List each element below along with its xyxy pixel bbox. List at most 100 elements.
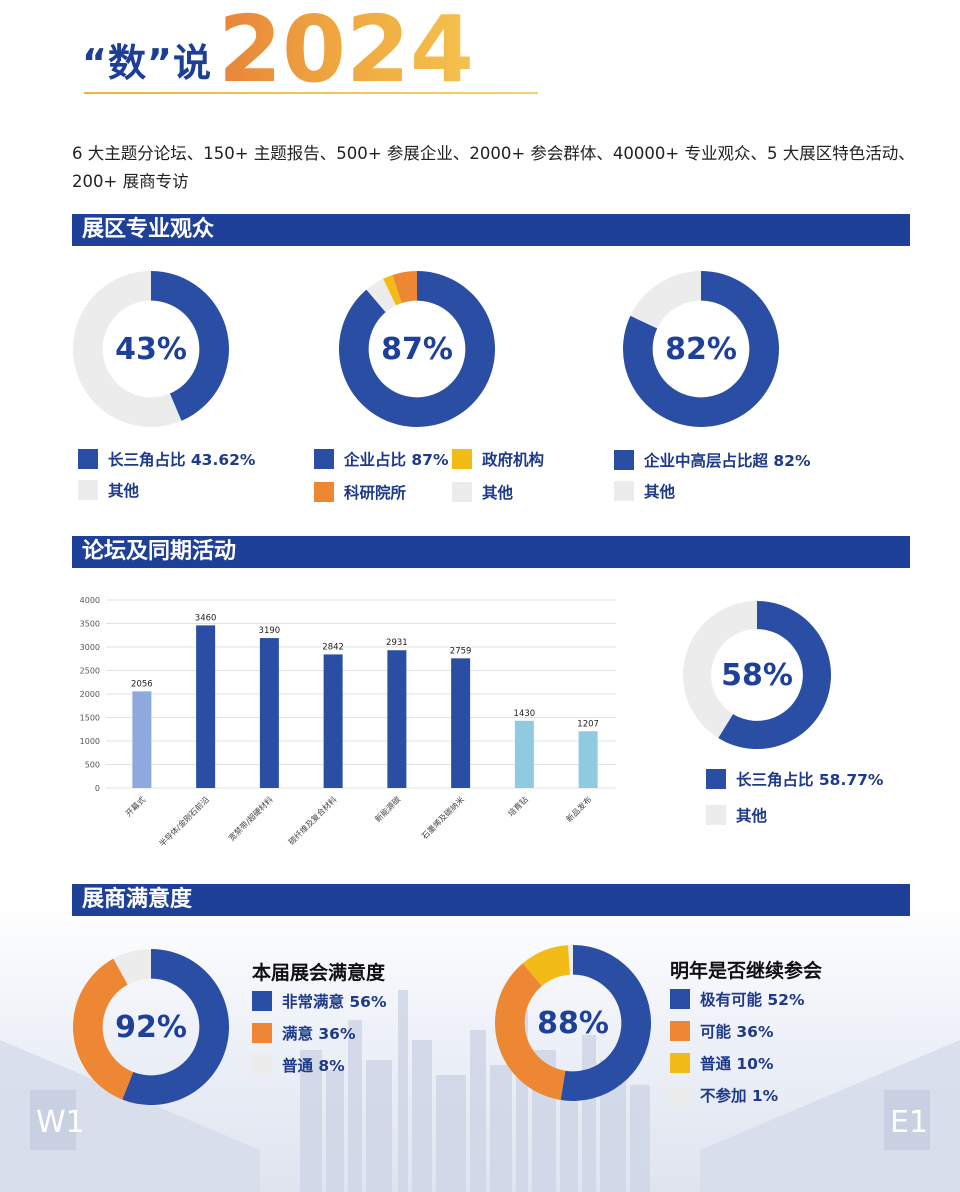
next-year-legend-title: 明年是否继续参会 — [670, 960, 823, 982]
legend-swatch — [670, 1021, 690, 1041]
donut-slice-1 — [339, 271, 495, 427]
donut-senior: 82% — [622, 270, 780, 428]
donut-slice-2 — [495, 963, 566, 1101]
legend-swatch — [78, 449, 98, 469]
legend-label: 长三角占比 43.62% — [108, 451, 256, 469]
donut-slice-1 — [122, 949, 229, 1105]
legend-label: 其他 — [108, 482, 140, 500]
legend-swatch — [252, 991, 272, 1011]
legend-swatch — [670, 989, 690, 1009]
x-tick-label: 碳纤维及复合材料 — [286, 794, 338, 846]
bar — [514, 720, 534, 788]
donut-yangtze: 43% — [72, 270, 230, 428]
page-title-year: 2024 — [218, 0, 475, 103]
y-tick-label: 4000 — [80, 596, 100, 605]
legend-swatch — [614, 481, 634, 501]
bar-value-label: 1207 — [577, 719, 599, 729]
legend-label: 长三角占比 58.77% — [736, 771, 884, 789]
donut-slice-4 — [568, 945, 573, 975]
donut-forum-yangtze: 58% — [682, 600, 832, 750]
legend-swatch — [314, 482, 334, 502]
y-tick-label: 500 — [85, 761, 100, 770]
x-tick-label: 开幕式 — [123, 794, 147, 818]
legend-label: 政府机构 — [482, 451, 545, 469]
bar — [196, 625, 216, 788]
legend-item: 其他 — [614, 480, 675, 502]
donut-slice-2 — [630, 271, 701, 329]
bar-value-label: 2759 — [450, 646, 472, 656]
y-tick-label: 1000 — [80, 737, 100, 746]
donut-forum-yangtze-chart — [683, 601, 831, 749]
legend-swatch — [252, 1023, 272, 1043]
donut-slice-2 — [366, 278, 397, 313]
donut-enterprise-center: 87% — [381, 331, 453, 367]
bar — [132, 691, 152, 788]
legend-label: 极有可能 52% — [700, 991, 805, 1009]
legend-item: 企业占比 87% — [314, 448, 449, 470]
donut-next-year-center: 88% — [537, 1005, 609, 1041]
legend-swatch — [452, 449, 472, 469]
bar — [451, 658, 471, 788]
donut-next-year-chart — [495, 945, 651, 1101]
intro-paragraph: 6 大主题分论坛、150+ 主题报告、500+ 参展企业、2000+ 参会群体、… — [72, 144, 915, 191]
legend-item: 非常满意 56% — [252, 990, 387, 1012]
legend-swatch — [78, 480, 98, 500]
donut-slice-2 — [683, 601, 757, 739]
y-tick-label: 3000 — [80, 643, 100, 652]
section-header-forum: 论坛及同期活动 — [72, 536, 910, 568]
legend-item: 科研院所 — [314, 481, 406, 503]
x-tick-label: 培育钻 — [506, 794, 530, 818]
legend-label: 普通 8% — [282, 1057, 345, 1075]
donut-next-year: 88% — [494, 944, 652, 1102]
bar-value-label: 3460 — [195, 613, 217, 623]
bar — [323, 654, 343, 788]
donut-forum-yangtze-center: 58% — [721, 657, 793, 693]
legend-swatch — [670, 1053, 690, 1073]
donut-slice-1 — [560, 945, 651, 1101]
donut-slice-3 — [383, 274, 402, 306]
y-tick-label: 3500 — [80, 620, 100, 629]
legend-item: 其他 — [706, 804, 767, 826]
legend-item: 企业中高层占比超 82% — [614, 449, 811, 471]
donut-slice-1 — [623, 271, 779, 427]
legend-label: 其他 — [482, 484, 514, 502]
legend-item: 满意 36% — [252, 1022, 356, 1044]
donut-enterprise-chart — [339, 271, 495, 427]
city-skyline-background: W1 E1 — [0, 900, 960, 1192]
legend-label: 企业占比 87% — [344, 451, 449, 469]
donut-yangtze-center: 43% — [115, 331, 187, 367]
bar-value-label: 1430 — [514, 709, 536, 719]
legend-label: 满意 36% — [282, 1025, 356, 1043]
y-tick-label: 2000 — [80, 690, 100, 699]
donut-satisfaction-chart — [73, 949, 229, 1105]
legend-item: 其他 — [78, 479, 139, 501]
x-tick-label: 新能源碳 — [373, 794, 403, 824]
legend-item: 其他 — [452, 481, 513, 503]
donut-slice-4 — [392, 271, 417, 304]
legend-label: 非常满意 56% — [282, 993, 387, 1011]
bar — [387, 650, 407, 788]
bar-value-label: 2931 — [386, 638, 408, 648]
legend-swatch — [252, 1055, 272, 1075]
title-underline — [84, 92, 538, 94]
bar-value-label: 3190 — [259, 626, 281, 636]
legend-label: 科研院所 — [344, 484, 407, 502]
x-tick-label: 石墨烯及碳纳米 — [419, 794, 466, 841]
legend-label: 企业中高层占比超 82% — [644, 452, 811, 470]
forum-attendance-bar-chart: 0 500 1000 1500 2000 2500 3000 3500 4000 2056 开幕式 3… — [80, 596, 616, 849]
donut-slice-3 — [522, 945, 570, 986]
bar — [259, 638, 279, 788]
legend-item: 不参加 1% — [670, 1084, 778, 1106]
y-tick-label: 1500 — [80, 714, 100, 723]
donut-senior-center: 82% — [665, 331, 737, 367]
legend-label: 可能 36% — [700, 1023, 774, 1041]
section-header-audience: 展区专业观众 — [72, 214, 910, 246]
legend-item: 可能 36% — [670, 1020, 774, 1042]
bar-value-label: 2842 — [322, 642, 344, 652]
legend-item: 长三角占比 43.62% — [78, 448, 255, 470]
donut-slice-1 — [151, 271, 229, 421]
x-tick-label: 宽禁带/超硬材料 — [226, 794, 275, 843]
svg-text:W1: W1 — [36, 1105, 85, 1140]
legend-label: 普通 10% — [700, 1055, 774, 1073]
legend-item: 长三角占比 58.77% — [706, 768, 883, 790]
